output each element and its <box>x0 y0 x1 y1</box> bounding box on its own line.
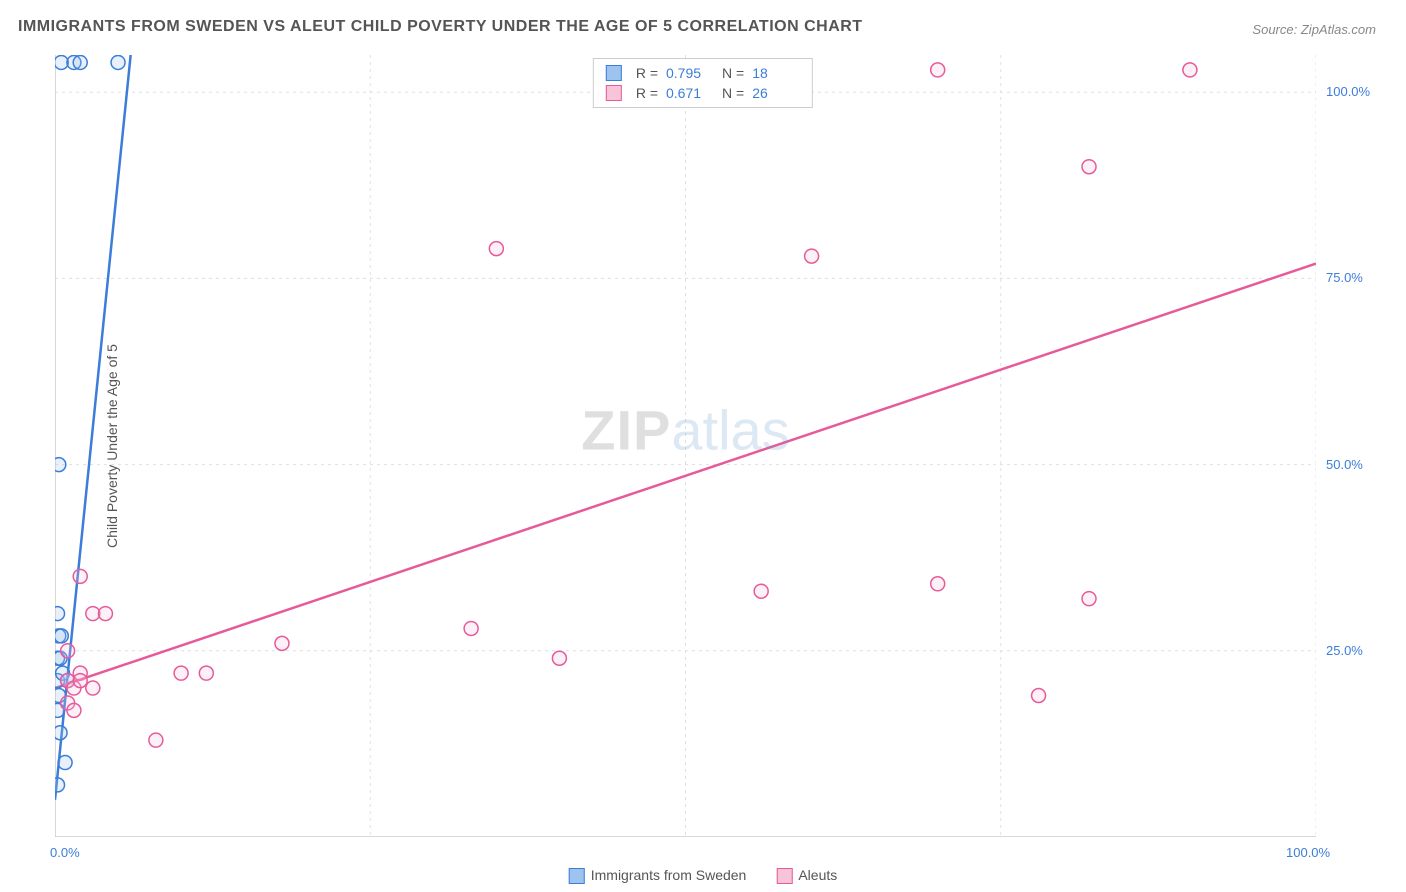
legend-label: Immigrants from Sweden <box>591 867 747 883</box>
x-axis-legend: Immigrants from Sweden Aleuts <box>569 867 838 884</box>
corr-legend-row-sweden: R = 0.795 N = 18 <box>606 63 800 83</box>
axis-tick-label: 0.0% <box>50 845 80 860</box>
r-label: R = <box>636 85 658 101</box>
n-label: N = <box>722 85 744 101</box>
r-value: 0.795 <box>666 65 714 81</box>
legend-item-sweden: Immigrants from Sweden <box>569 867 747 884</box>
legend-swatch <box>776 868 792 884</box>
axis-tick-label: 100.0% <box>1326 84 1370 99</box>
legend-swatch <box>606 85 622 101</box>
legend-label: Aleuts <box>798 867 837 883</box>
legend-item-aleuts: Aleuts <box>776 867 837 884</box>
source-name: ZipAtlas.com <box>1301 22 1376 37</box>
r-label: R = <box>636 65 658 81</box>
n-value: 26 <box>752 85 800 101</box>
n-value: 18 <box>752 65 800 81</box>
source-label: Source: <box>1252 22 1297 37</box>
correlation-legend: R = 0.795 N = 18 R = 0.671 N = 26 <box>593 58 813 108</box>
source-attribution: Source: ZipAtlas.com <box>1252 22 1376 37</box>
axis-tick-label: 50.0% <box>1326 457 1363 472</box>
legend-swatch <box>606 65 622 81</box>
plot-area: ZIPatlas <box>55 55 1316 837</box>
scatter-plot-svg <box>55 55 1316 837</box>
axis-tick-label: 100.0% <box>1286 845 1330 860</box>
corr-legend-row-aleuts: R = 0.671 N = 26 <box>606 83 800 103</box>
n-label: N = <box>722 65 744 81</box>
legend-swatch <box>569 868 585 884</box>
chart-title: IMMIGRANTS FROM SWEDEN VS ALEUT CHILD PO… <box>18 18 863 36</box>
axis-tick-label: 25.0% <box>1326 643 1363 658</box>
axis-tick-label: 75.0% <box>1326 270 1363 285</box>
r-value: 0.671 <box>666 85 714 101</box>
